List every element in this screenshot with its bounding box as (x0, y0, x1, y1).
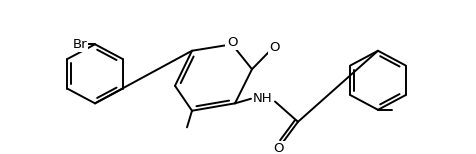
Text: Br: Br (72, 38, 87, 51)
Text: NH: NH (253, 92, 273, 105)
Text: O: O (227, 36, 237, 49)
Text: O: O (270, 41, 280, 55)
Text: O: O (274, 142, 284, 154)
